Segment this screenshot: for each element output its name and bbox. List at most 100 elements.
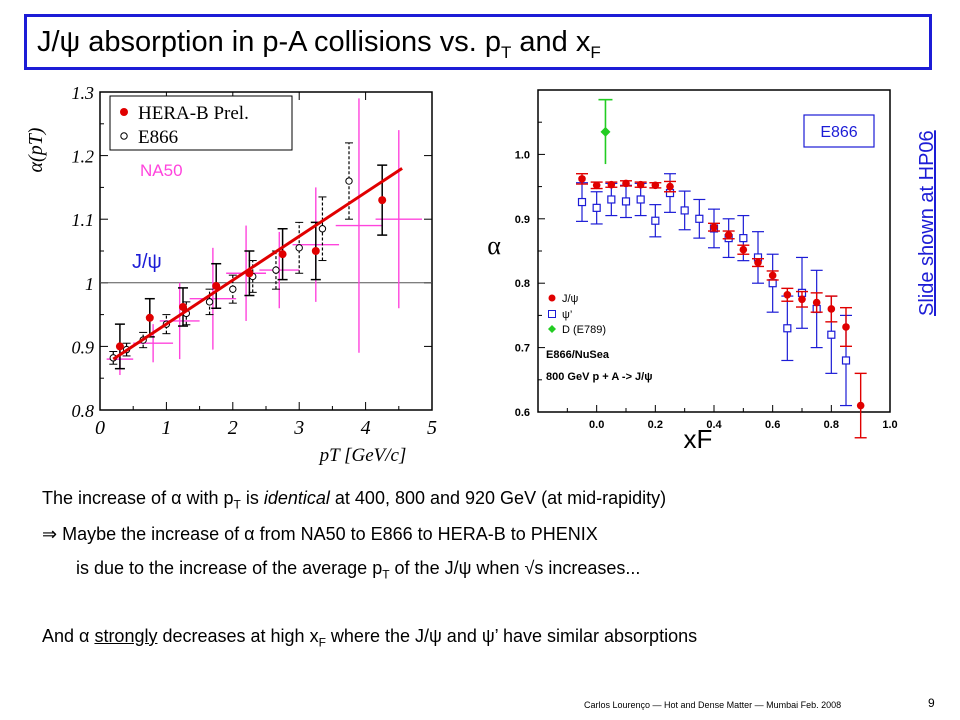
jpsi-marker (666, 182, 674, 191)
y-tick-label: 0.8 (72, 401, 95, 421)
jpsi-point (810, 292, 823, 313)
jpsi-point (576, 173, 588, 185)
x-tick-label: 4 (361, 417, 371, 439)
legend-label-e866: E866 (138, 127, 178, 148)
x-tick-label: 0.8 (824, 419, 839, 431)
x-axis-label: xF (684, 424, 713, 454)
y-tick-label: 0.7 (515, 343, 530, 355)
x-tick-label: 0.2 (648, 419, 663, 431)
legend-label-psiprime: ψ’ (562, 309, 572, 321)
y-tick-label: 1.1 (72, 210, 95, 230)
jpsi-marker (578, 175, 586, 183)
jpsi-point (620, 179, 632, 188)
jpsi-marker (739, 245, 748, 254)
psiprime-point (590, 191, 603, 225)
jpsi-point (649, 181, 662, 190)
e866-point (205, 288, 214, 316)
psiprime-point (576, 182, 588, 222)
jpsi-point (781, 287, 794, 302)
jpsi-marker (798, 295, 806, 304)
psiprime-marker (783, 324, 792, 333)
psiprime-marker (636, 195, 645, 204)
annotation-jpsi: J/ψ (132, 251, 162, 273)
x-tick-label: 0 (95, 417, 105, 439)
psiprime-point (693, 198, 706, 239)
legend-label-herab: HERA-B Prel. (138, 103, 249, 124)
x-tick-label: 0.0 (589, 419, 604, 431)
jpsi-marker (783, 290, 792, 299)
legend-marker-jpsi (548, 294, 556, 302)
e866-marker (295, 244, 303, 252)
na50-point (335, 98, 383, 353)
e866-point (318, 196, 327, 262)
annotation-na50: NA50 (140, 161, 183, 180)
page-number: 9 (928, 696, 935, 710)
herab-marker (378, 196, 387, 205)
x-tick-label: 3 (293, 417, 304, 439)
x-tick-label: 1 (161, 417, 171, 439)
psiprime-point (664, 173, 676, 213)
jpsi-point (722, 230, 735, 240)
legend-marker-herab (120, 108, 128, 116)
jpsi-marker (842, 323, 850, 331)
body-line-3: is due to the increase of the average pT… (76, 558, 641, 582)
y-tick-label: 0.6 (515, 407, 530, 419)
herab-marker (278, 250, 287, 259)
jpsi-marker (724, 231, 733, 239)
legend-label-jpsi: J/ψ (562, 293, 579, 305)
jpsi-marker (754, 258, 762, 267)
e866-marker (205, 298, 214, 306)
e866-tag-box (803, 114, 875, 148)
title-box: J/ψ absorption in p-A collisions vs. pT … (24, 14, 932, 70)
y-tick-label: 1 (85, 274, 94, 294)
e866-point (228, 274, 237, 304)
side-link[interactable]: Slide shown at HP06 (916, 130, 938, 316)
e866-marker (318, 225, 327, 233)
psiprime-marker (592, 203, 601, 212)
e866-marker (272, 266, 280, 274)
psiprime-marker (621, 197, 631, 206)
jpsi-marker (592, 181, 601, 190)
body-line-1: The increase of α with pT is identical a… (42, 488, 667, 512)
psiprime-point (766, 253, 779, 313)
herab-point (277, 227, 288, 281)
x-tick-label: 2 (228, 417, 238, 439)
psiprime-point (781, 295, 794, 362)
annotation-experiment: E866/NuSea (546, 349, 610, 361)
footer: Carlos Lourenço — Hot and Dense Matter —… (584, 700, 842, 710)
jpsi-marker (856, 401, 865, 410)
psiprime-point (678, 190, 691, 231)
herab-marker (311, 247, 320, 255)
herab-marker (145, 313, 154, 322)
jpsi-point (796, 290, 808, 308)
d-marker (600, 126, 611, 137)
x-tick-label: 0.4 (706, 419, 722, 431)
x-tick-label: 0.6 (765, 419, 780, 431)
x-tick-label: 1.0 (882, 419, 897, 431)
chart-left-pt: 0 1 2 3 4 5 0.8 0.9 1 1.1 1.2 1.3 α(pT) pT [GeV/c] HER… (25, 83, 437, 466)
herab-point (310, 221, 321, 281)
fit-line (112, 167, 403, 361)
jpsi-marker (607, 180, 616, 189)
psiprime-point (620, 184, 632, 219)
y-tick-label: 0.9 (515, 214, 530, 226)
annotation-reaction: 800 GeV p + A -> J/ψ (546, 371, 653, 383)
psiprime-marker (680, 206, 689, 215)
herab-point (178, 287, 188, 327)
x-axis-label: pT [GeV/c] (318, 445, 407, 466)
e866-point (345, 142, 353, 220)
psiprime-marker (651, 216, 660, 225)
body-line-2: ⇒ Maybe the increase of α from NA50 to E… (42, 524, 598, 544)
psiprime-point (752, 231, 764, 284)
y-tick-label: 0.8 (515, 278, 530, 290)
jpsi-point (825, 295, 838, 323)
na50-point (375, 130, 423, 309)
x-tick-label: 5 (427, 417, 437, 439)
herab-point (377, 164, 388, 236)
y-tick-label: 1.2 (72, 147, 95, 167)
jpsi-point (664, 180, 676, 193)
legend-marker-d (548, 325, 556, 333)
jpsi-marker (827, 305, 836, 313)
herab-point (211, 262, 222, 309)
psiprime-marker (607, 195, 616, 204)
